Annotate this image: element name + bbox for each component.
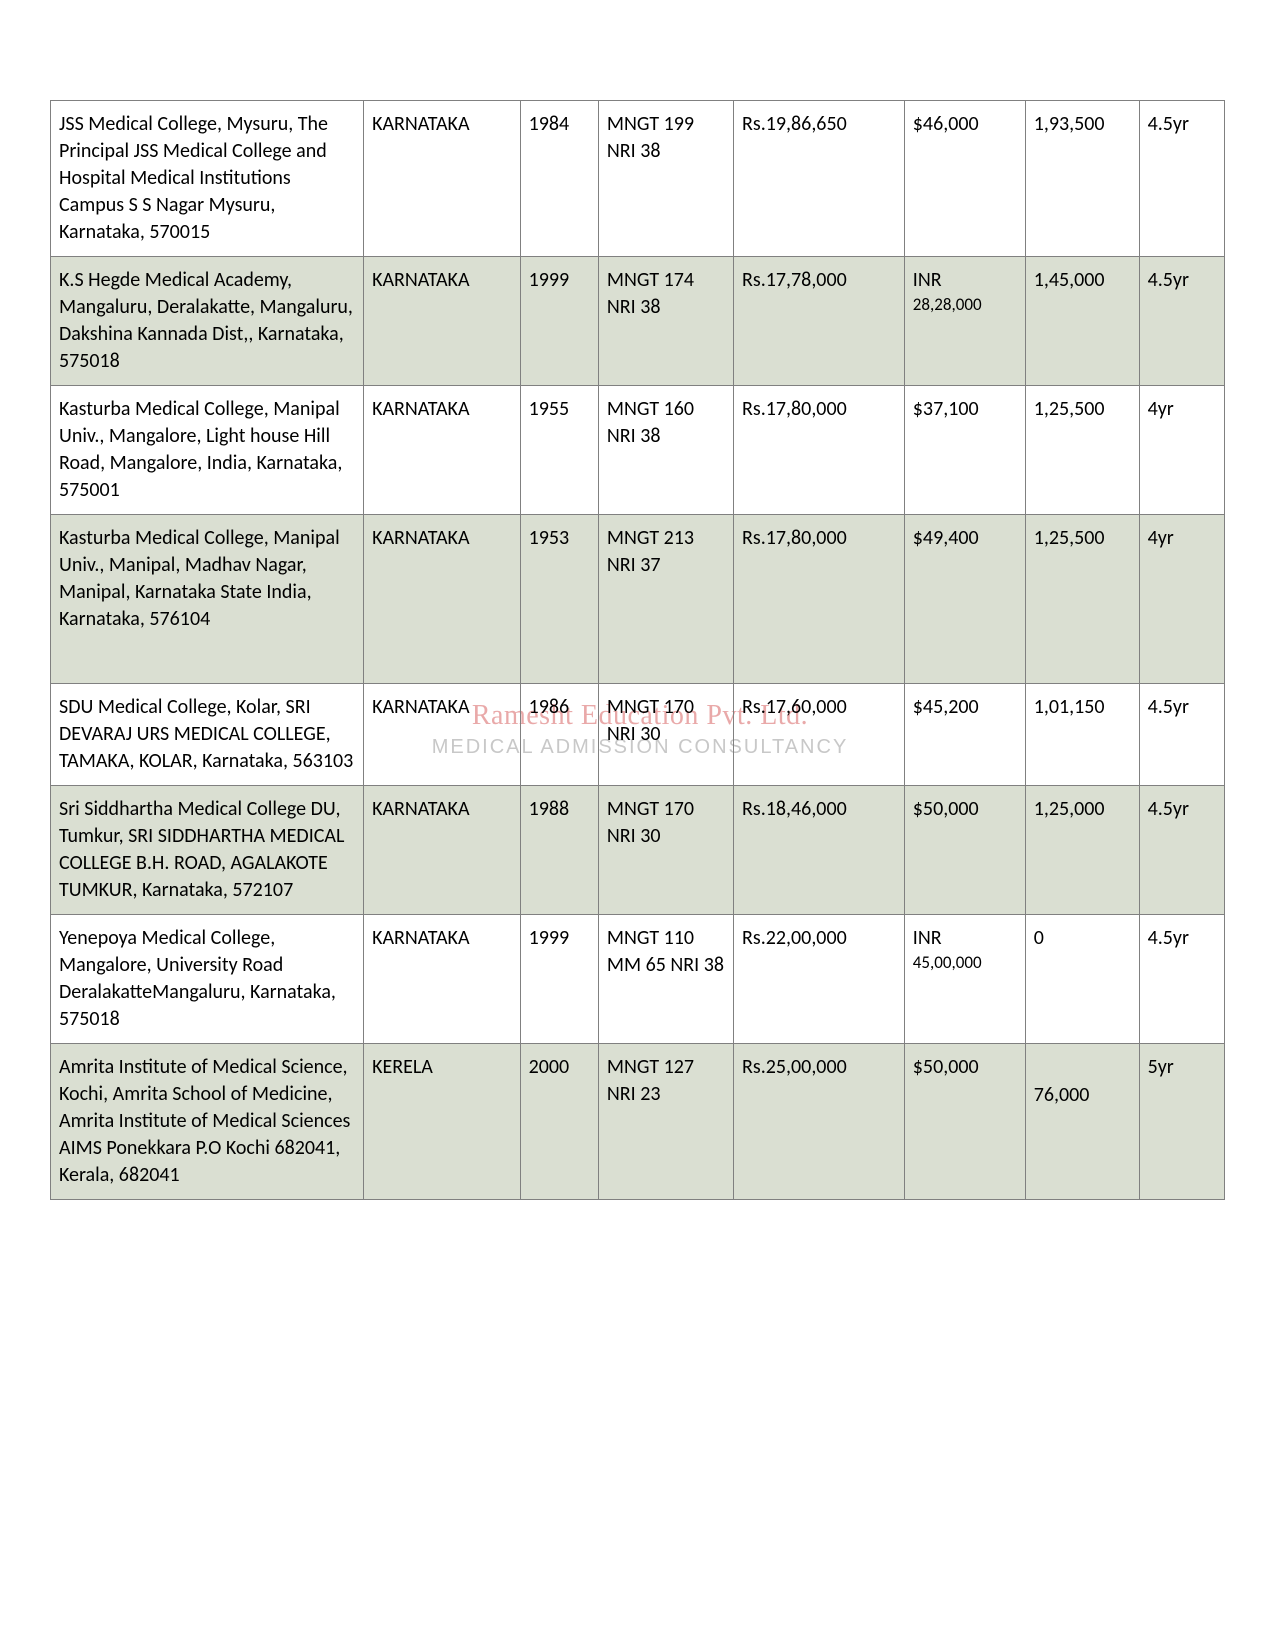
fee-cell: Rs.17,78,000	[734, 257, 905, 386]
year-cell: 1986	[520, 684, 598, 786]
table-row: Amrita Institute of Medical Science, Koc…	[51, 1044, 1225, 1200]
usd-cell: $37,100	[904, 386, 1025, 515]
amount-cell: 0	[1025, 915, 1139, 1044]
fee-cell: Rs.22,00,000	[734, 915, 905, 1044]
amount-cell: 1,93,500	[1025, 101, 1139, 257]
college-cell: Sri Siddhartha Medical College DU, Tumku…	[51, 786, 364, 915]
state-cell: KARNATAKA	[364, 786, 521, 915]
college-cell: SDU Medical College, Kolar, SRI DEVARAJ …	[51, 684, 364, 786]
college-cell: Yenepoya Medical College, Mangalore, Uni…	[51, 915, 364, 1044]
table-container: JSS Medical College, Mysuru, The Princip…	[50, 100, 1225, 1200]
duration-cell: 4.5yr	[1139, 257, 1224, 386]
seats-cell: MNGT 213 NRI 37	[598, 515, 733, 684]
fee-cell: Rs.19,86,650	[734, 101, 905, 257]
table-row: Yenepoya Medical College, Mangalore, Uni…	[51, 915, 1225, 1044]
state-cell: KARNATAKA	[364, 915, 521, 1044]
amount-cell: 1,25,500	[1025, 515, 1139, 684]
seats-cell: MNGT 170 NRI 30	[598, 786, 733, 915]
year-cell: 1999	[520, 915, 598, 1044]
state-cell: KERELA	[364, 1044, 521, 1200]
year-cell: 1984	[520, 101, 598, 257]
seats-cell: MNGT 127 NRI 23	[598, 1044, 733, 1200]
fee-cell: Rs.18,46,000	[734, 786, 905, 915]
seats-cell: MNGT 174 NRI 38	[598, 257, 733, 386]
amount-cell: 1,25,500	[1025, 386, 1139, 515]
usd-cell: INR28,28,000	[904, 257, 1025, 386]
usd-value: 45,00,000	[913, 952, 1017, 975]
seats-cell: MNGT 160 NRI 38	[598, 386, 733, 515]
table-row: Kasturba Medical College, Manipal Univ.,…	[51, 515, 1225, 684]
amount-cell: 76,000	[1025, 1044, 1139, 1200]
usd-cell: $50,000	[904, 1044, 1025, 1200]
duration-cell: 4.5yr	[1139, 101, 1224, 257]
table-row: SDU Medical College, Kolar, SRI DEVARAJ …	[51, 684, 1225, 786]
colleges-table: JSS Medical College, Mysuru, The Princip…	[50, 100, 1225, 1200]
fee-cell: Rs.17,60,000	[734, 684, 905, 786]
year-cell: 2000	[520, 1044, 598, 1200]
state-cell: KARNATAKA	[364, 386, 521, 515]
usd-cell: $45,200	[904, 684, 1025, 786]
fee-cell: Rs.17,80,000	[734, 515, 905, 684]
state-cell: KARNATAKA	[364, 515, 521, 684]
state-cell: KARNATAKA	[364, 684, 521, 786]
amount-cell: 1,01,150	[1025, 684, 1139, 786]
college-cell: JSS Medical College, Mysuru, The Princip…	[51, 101, 364, 257]
duration-cell: 4yr	[1139, 386, 1224, 515]
usd-label: INR	[913, 267, 1017, 294]
table-row: Sri Siddhartha Medical College DU, Tumku…	[51, 786, 1225, 915]
seats-cell: MNGT 199 NRI 38	[598, 101, 733, 257]
usd-value: 28,28,000	[913, 294, 1017, 317]
year-cell: 1988	[520, 786, 598, 915]
duration-cell: 4yr	[1139, 515, 1224, 684]
state-cell: KARNATAKA	[364, 257, 521, 386]
duration-cell: 5yr	[1139, 1044, 1224, 1200]
year-cell: 1953	[520, 515, 598, 684]
year-cell: 1999	[520, 257, 598, 386]
seats-cell: MNGT 170 NRI 30	[598, 684, 733, 786]
usd-cell: INR45,00,000	[904, 915, 1025, 1044]
state-cell: KARNATAKA	[364, 101, 521, 257]
college-cell: Kasturba Medical College, Manipal Univ.,…	[51, 386, 364, 515]
fee-cell: Rs.25,00,000	[734, 1044, 905, 1200]
amount-cell: 1,25,000	[1025, 786, 1139, 915]
usd-cell: $49,400	[904, 515, 1025, 684]
fee-cell: Rs.17,80,000	[734, 386, 905, 515]
duration-cell: 4.5yr	[1139, 684, 1224, 786]
usd-label: INR	[913, 925, 1017, 952]
amount-cell: 1,45,000	[1025, 257, 1139, 386]
duration-cell: 4.5yr	[1139, 915, 1224, 1044]
college-cell: Kasturba Medical College, Manipal Univ.,…	[51, 515, 364, 684]
seats-cell: MNGT 110 MM 65 NRI 38	[598, 915, 733, 1044]
duration-cell: 4.5yr	[1139, 786, 1224, 915]
usd-cell: $46,000	[904, 101, 1025, 257]
table-row: JSS Medical College, Mysuru, The Princip…	[51, 101, 1225, 257]
college-cell: K.S Hegde Medical Academy, Mangaluru, De…	[51, 257, 364, 386]
year-cell: 1955	[520, 386, 598, 515]
college-cell: Amrita Institute of Medical Science, Koc…	[51, 1044, 364, 1200]
table-row: K.S Hegde Medical Academy, Mangaluru, De…	[51, 257, 1225, 386]
usd-cell: $50,000	[904, 786, 1025, 915]
table-row: Kasturba Medical College, Manipal Univ.,…	[51, 386, 1225, 515]
